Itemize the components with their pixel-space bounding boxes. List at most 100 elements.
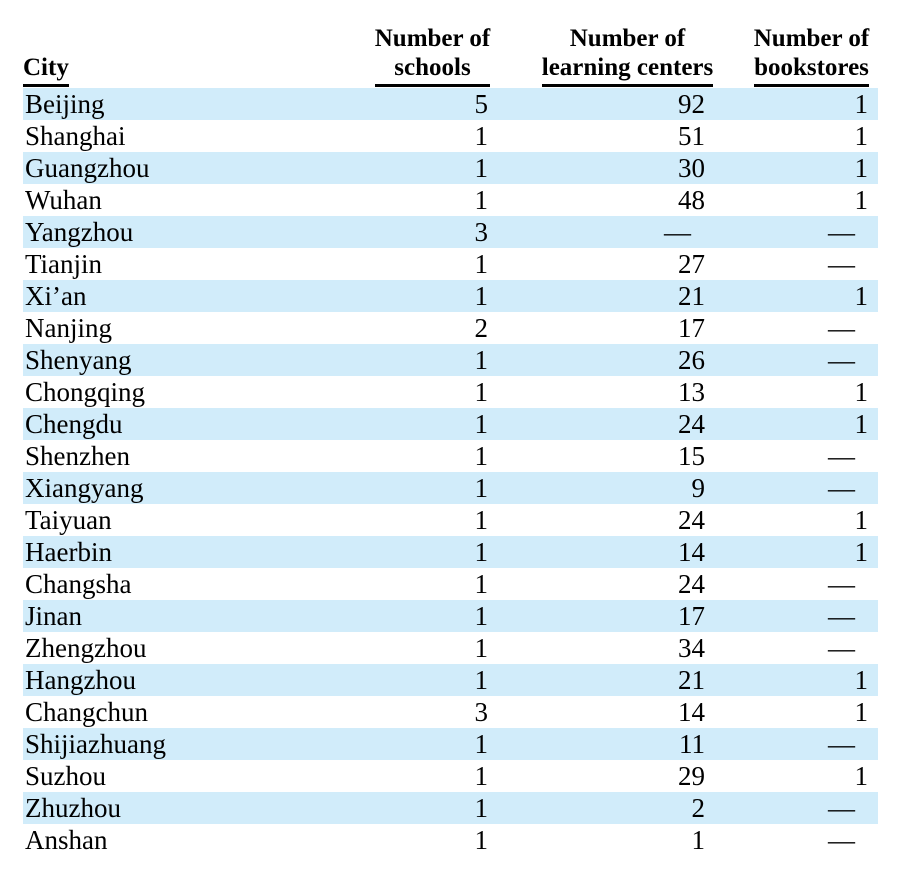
table-row: Shijiazhuang 1 11—	[23, 728, 878, 760]
table-row: Beijing 5 92 1	[23, 88, 878, 120]
bookstores-cell: —	[828, 793, 855, 823]
table-row: Taiyuan 1 24 1	[23, 504, 878, 536]
learning-centers-cell: 21	[678, 665, 705, 695]
table-row: Jinan 1 17 —	[23, 600, 878, 632]
city-cell: Zhengzhou	[25, 633, 147, 663]
bookstores-cell: 1	[854, 409, 869, 439]
column-header-schools-underline: Number of schools	[374, 24, 491, 87]
table-row: Shenzhen 1 15 —	[23, 440, 878, 472]
learning-centers-cell: 15	[678, 441, 705, 471]
column-header-city-underline: City	[23, 53, 69, 87]
city-cell: Zhuzhou	[25, 793, 121, 823]
city-cell: Yangzhou	[25, 217, 134, 247]
learning-centers-cell: 29	[678, 761, 705, 791]
bookstores-cell: 1	[854, 377, 869, 407]
schools-cell: 1	[474, 377, 489, 407]
bookstores-cell: —	[828, 825, 855, 855]
bookstores-cell: —	[828, 217, 855, 247]
learning-centers-cell: —	[664, 217, 691, 247]
bookstores-cell: 1	[854, 153, 869, 183]
column-header-city-label: City	[23, 54, 69, 81]
table-row: Changsha 1 24 —	[23, 568, 878, 600]
table-row: Changchun 3 14 1	[23, 696, 878, 728]
schools-cell: 1	[474, 537, 489, 567]
bookstores-cell: 1	[854, 665, 869, 695]
bookstores-cell: 1	[854, 505, 869, 535]
table-row: Chongqing 1 13 1	[23, 376, 878, 408]
city-cell: Shenyang	[25, 345, 132, 375]
learning-centers-cell: 17	[678, 601, 705, 631]
learning-centers-cell: 17	[678, 313, 705, 343]
bookstores-cell: —	[828, 601, 855, 631]
bookstores-cell: —	[828, 441, 855, 471]
learning-centers-cell: 1	[691, 825, 706, 855]
city-cell: Shenzhen	[25, 441, 130, 471]
schools-cell: 1	[474, 825, 489, 855]
bookstores-cell: —	[828, 569, 855, 599]
learning-centers-cell: 24	[678, 409, 705, 439]
column-header-bookstores-underline: Number of bookstores	[753, 24, 870, 87]
city-cell: Chongqing	[25, 377, 146, 407]
city-cell: Taiyuan	[25, 505, 112, 535]
city-cell: Xi’an	[25, 281, 87, 311]
city-cell: Hangzhou	[25, 665, 136, 695]
schools-cell: 1	[474, 121, 489, 151]
learning-centers-cell: 14	[678, 697, 705, 727]
learning-centers-cell: 21	[678, 281, 705, 311]
city-statistics-table: City Number of schools Number of learnin…	[23, 24, 878, 856]
table-row: Tianjin 1 27 —	[23, 248, 878, 280]
bookstores-cell: 1	[854, 89, 869, 119]
table-row: Guangzhou 1 30 1	[23, 152, 878, 184]
city-cell: Nanjing	[25, 313, 112, 343]
city-cell: Changchun	[25, 697, 148, 727]
schools-cell: 1	[474, 761, 489, 791]
bookstores-cell: 1	[854, 537, 869, 567]
table-row: Wuhan 1 48 1	[23, 184, 878, 216]
learning-centers-cell: 92	[678, 89, 705, 119]
table-row: Suzhou 1 29 1	[23, 760, 878, 792]
schools-cell: 2	[474, 313, 489, 343]
schools-cell: 3	[474, 697, 489, 727]
city-cell: Haerbin	[25, 537, 112, 567]
table-body: Beijing 5 92 1 Shanghai 1 51 1 Guangzhou 1 30 1 Wuha…	[23, 88, 878, 856]
city-cell: Shijiazhuang	[25, 729, 166, 759]
schools-cell: 1	[474, 441, 489, 471]
table-row: Shenyang 1 26 —	[23, 344, 878, 376]
schools-cell: 1	[474, 345, 489, 375]
schools-cell: 1	[474, 601, 489, 631]
column-header-learning-centers-line2: learning centers	[541, 54, 714, 81]
learning-centers-cell: 27	[678, 249, 705, 279]
city-cell: Wuhan	[25, 185, 102, 215]
table-row: Zhuzhou 1 2 —	[23, 792, 878, 824]
column-header-learning-centers-underline: Number of learning centers	[541, 24, 714, 87]
column-header-bookstores-line1: Number of	[753, 25, 870, 52]
learning-centers-cell: 24	[678, 569, 705, 599]
bookstores-cell: —	[828, 313, 855, 343]
table-row: Hangzhou 1 21 1	[23, 664, 878, 696]
city-cell: Xiangyang	[25, 473, 144, 503]
column-header-schools: Number of schools	[355, 24, 510, 88]
city-cell: Anshan	[25, 825, 108, 855]
schools-cell: 1	[474, 665, 489, 695]
learning-centers-cell: 13	[678, 377, 705, 407]
learning-centers-cell: 26	[678, 345, 705, 375]
table-row: Xi’an 1 21 1	[23, 280, 878, 312]
bookstores-cell: —	[828, 633, 855, 663]
city-cell: Chengdu	[25, 409, 123, 439]
bookstores-cell: 1	[854, 185, 869, 215]
learning-centers-cell: 14	[678, 537, 705, 567]
schools-cell: 1	[474, 729, 489, 759]
table-row: Anshan 1 1 —	[23, 824, 878, 856]
column-header-bookstores-line2: bookstores	[754, 54, 869, 81]
table-row: Nanjing 2 17 —	[23, 312, 878, 344]
schools-cell: 1	[474, 409, 489, 439]
table-row: Yangzhou 3 — —	[23, 216, 878, 248]
city-cell: Beijing	[25, 89, 105, 119]
bookstores-cell: —	[828, 249, 855, 279]
table-row: Zhengzhou 1 34 —	[23, 632, 878, 664]
bookstores-cell: —	[828, 729, 855, 759]
learning-centers-cell: 2	[691, 793, 706, 823]
learning-centers-cell: 24	[678, 505, 705, 535]
schools-cell: 1	[474, 153, 489, 183]
